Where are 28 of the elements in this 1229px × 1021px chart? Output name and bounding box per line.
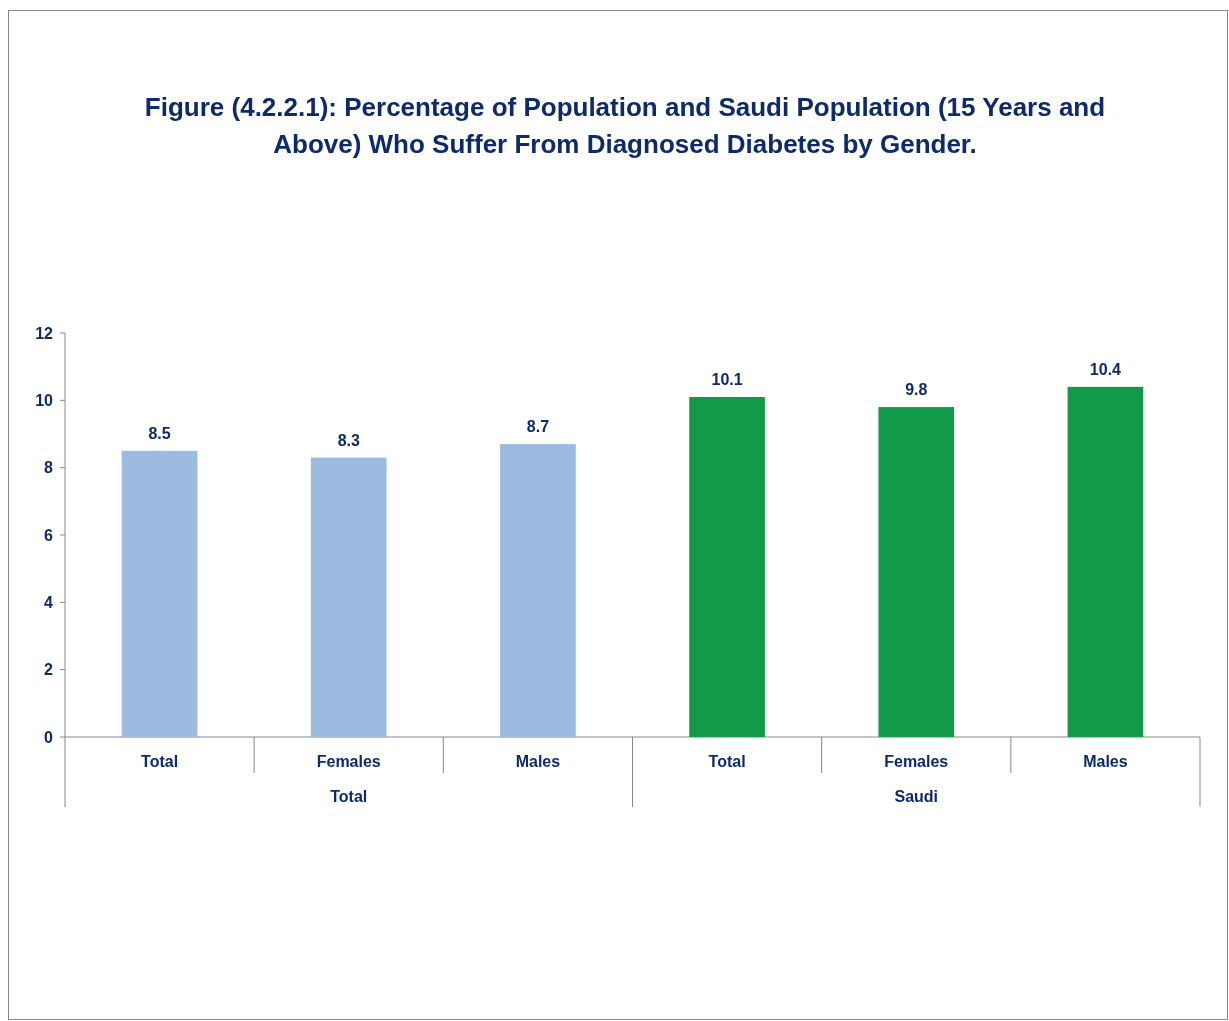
data-label: 10.4: [1089, 360, 1122, 378]
x-tick-label: Females: [884, 753, 949, 770]
y-tick-label: 12: [35, 324, 54, 342]
data-label: 9.8: [905, 381, 928, 399]
data-label: 8.3: [337, 431, 360, 449]
y-tick-label: 0: [44, 728, 54, 746]
y-tick-label: 2: [44, 661, 54, 679]
text: Total: [330, 788, 368, 805]
x-tick-label: Females: [316, 753, 381, 770]
y-tick-label: 10: [35, 391, 54, 409]
bar: [500, 444, 576, 737]
bar: [121, 450, 198, 737]
x-tick-label: Total: [141, 753, 179, 770]
x-tick-label: Total: [708, 753, 746, 770]
data-label: 8.7: [526, 418, 550, 436]
y-tick-label: 4: [44, 593, 54, 611]
bar: [310, 457, 387, 737]
data-label: 8.5: [148, 424, 171, 442]
x-tick-label: Males: [1083, 753, 1128, 770]
chart-title: Figure (4.2.2.1): Percentage of Population and Saudi Population (15 Years and Above) Who Suffer From Diagnosed Diabetes by Gender.: [144, 92, 1106, 159]
data-label: 10.1: [711, 370, 743, 388]
bar: [689, 396, 765, 737]
bar: [878, 407, 955, 737]
x-tick-label: Males: [515, 753, 561, 770]
y-tick-label: 8: [44, 459, 54, 477]
y-tick-label: 6: [44, 526, 54, 544]
text: Saudi: [894, 788, 939, 805]
bar: [1067, 386, 1144, 737]
